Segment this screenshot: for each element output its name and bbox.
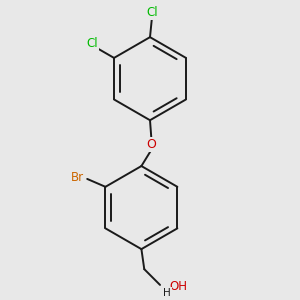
Text: H: H <box>164 288 171 298</box>
Text: Br: Br <box>70 171 84 184</box>
Text: OH: OH <box>169 280 187 293</box>
Text: Cl: Cl <box>146 6 158 19</box>
Text: Cl: Cl <box>87 37 98 50</box>
Text: O: O <box>146 138 156 151</box>
